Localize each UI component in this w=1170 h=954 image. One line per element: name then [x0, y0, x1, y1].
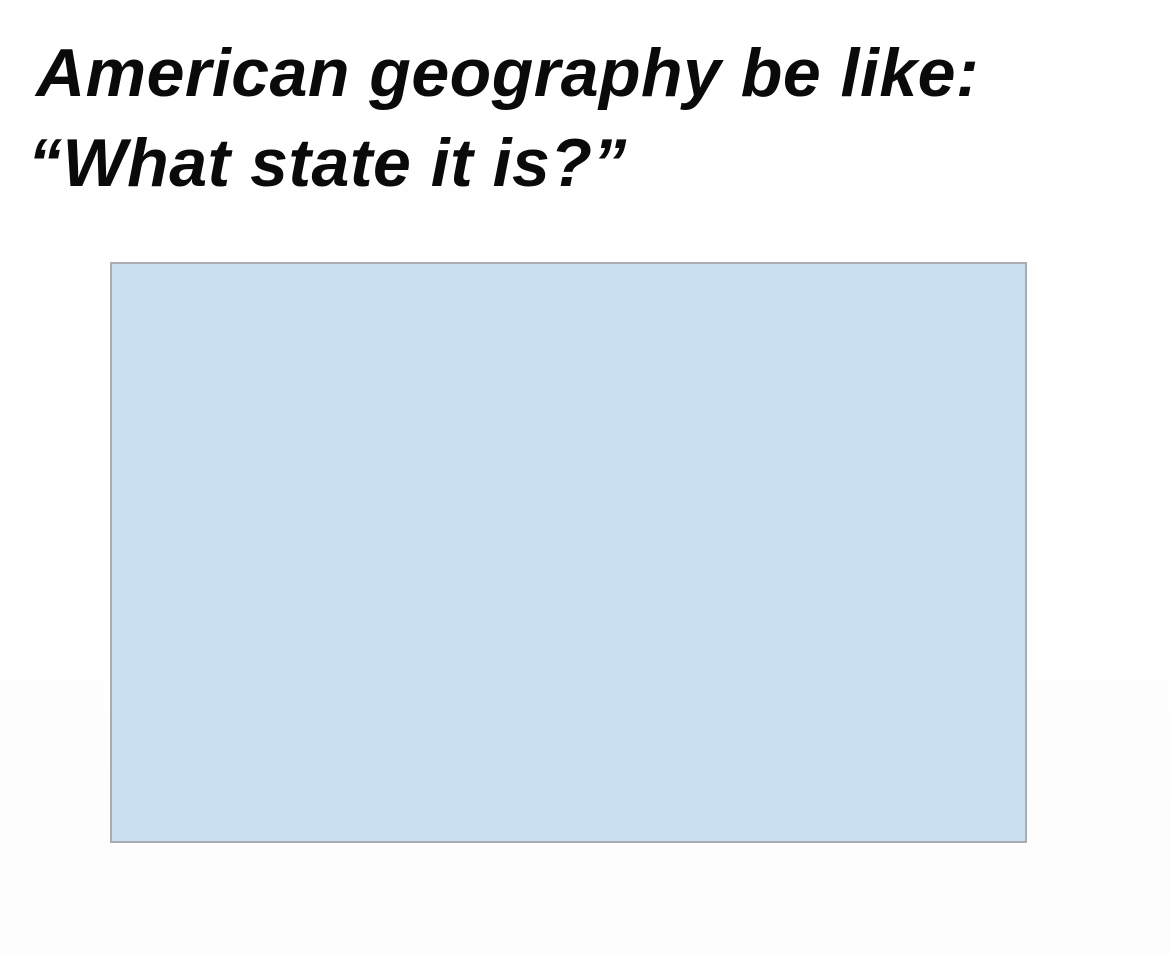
state-rectangle-shape — [110, 262, 1027, 843]
caption-line-2: “What state it is?” — [28, 125, 627, 201]
meme-caption: American geography be like: “What state … — [28, 28, 979, 208]
caption-line-1: American geography be like: — [36, 35, 980, 111]
